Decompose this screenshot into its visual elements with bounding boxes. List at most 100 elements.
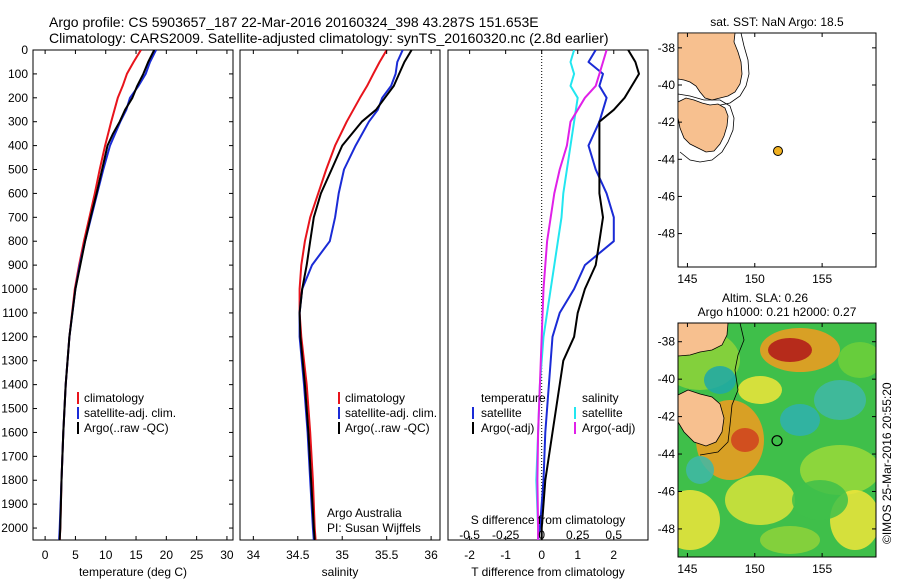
x-tick-label: 15 (129, 548, 143, 562)
depth-tick-label: 1200 (1, 330, 28, 344)
salinity-axis-label: salinity (322, 565, 359, 579)
sla-map-title2: Argo h1000: 0.21 h2000: 0.27 (698, 305, 857, 319)
map-y-tick-label: -46 (658, 484, 676, 498)
map-y-tick-label: -48 (658, 227, 676, 241)
legend-label-s-satellite: satellite (582, 406, 623, 420)
map-y-tick-label: -38 (658, 41, 676, 55)
sst-argo-location-marker (773, 146, 783, 156)
series-line-t-argo-adj (540, 50, 640, 540)
sla-anomaly-patch (768, 338, 812, 362)
s-difference-tick-label: 0.25 (566, 528, 590, 542)
sla-anomaly-patch (760, 526, 820, 554)
difference-chart: -2 -1 0 1 2 -0.5 -0.25 0 0.25 0.5 (459, 50, 640, 562)
series-line-s-argo-adj (536, 50, 608, 540)
series-group (298, 50, 413, 540)
sla-anomaly-patch (792, 480, 848, 520)
legend-label-satellite: satellite-adj. clim. (84, 406, 176, 420)
sla-anomaly-patch (678, 490, 720, 550)
sst-map-title: sat. SST: NaN Argo: 18.5 (710, 15, 844, 29)
map-x-tick-label: 150 (745, 272, 765, 286)
map-x-tick-label: 145 (677, 272, 697, 286)
x-tick-label: 1 (574, 548, 581, 562)
sla-anomaly-patch (738, 376, 782, 404)
legend-label-satellite: satellite-adj. clim. (345, 406, 437, 420)
depth-tick-label: 500 (8, 163, 28, 177)
depth-tick-label: 1600 (1, 425, 28, 439)
figure-title-line1: Argo profile: CS 5903657_187 22-Mar-2016… (49, 14, 539, 30)
map-x-tick-label: 150 (745, 562, 765, 576)
depth-tick-label: 1300 (1, 354, 28, 368)
map-y-tick-label: -44 (658, 447, 676, 461)
legend-label-climatology: climatology (345, 391, 405, 405)
sla-anomaly-patch (814, 380, 866, 420)
legend-title-temperature: temperature (481, 391, 546, 405)
x-tick-label: -2 (464, 548, 475, 562)
depth-tick-label: 800 (8, 234, 28, 248)
series-group (58, 50, 157, 540)
sst-map-axes: 145 150 155 -38 -40 -42 -44 -46 -48 (658, 33, 876, 286)
s-difference-tick-label: 0.5 (605, 528, 622, 542)
sla-anomaly-patch (686, 456, 714, 484)
x-tick-label: 25 (190, 548, 204, 562)
depth-tick-label: 100 (8, 67, 28, 81)
x-tick-label: 34.5 (286, 548, 310, 562)
temperature-legend: climatology satellite-adj. clim. Argo(..… (77, 391, 176, 435)
depth-tick-label: 600 (8, 186, 28, 200)
legend-label-t-argo: Argo(-adj) (481, 421, 534, 435)
sla-map-axes: 145 150 155 -38 -40 -42 -44 -46 -48 (658, 323, 876, 576)
series-line-t-satellite (537, 50, 615, 540)
sla-anomaly-patch (731, 428, 759, 452)
x-tick-label: 34 (247, 548, 261, 562)
s-difference-axis-label: S difference from climatology (471, 513, 626, 527)
x-tick-label: 36 (424, 548, 438, 562)
sla-anomaly-patch (725, 475, 795, 525)
depth-axis: 0 100 200 300 400 500 600 700 800 900 1000 1100 1200… (1, 43, 28, 535)
legend-title-salinity: salinity (582, 391, 619, 405)
legend-label-argo: Argo(..raw -QC) (345, 421, 430, 435)
tasmania (678, 97, 729, 153)
x-tick-label: 2 (610, 548, 617, 562)
legend-label-t-satellite: satellite (481, 406, 522, 420)
series-line-argo-raw-qc (58, 50, 156, 540)
depth-tick-label: 1900 (1, 497, 28, 511)
map-y-tick-label: -48 (658, 522, 676, 536)
series-line-argo-raw-qc (298, 50, 413, 540)
timestamp-label: ©IMOS 25-Mar-2016 20:55:20 (880, 382, 894, 544)
map-y-tick-label: -44 (658, 152, 676, 166)
temperature-panel (32, 49, 234, 541)
s-difference-tick-label: -0.25 (492, 528, 520, 542)
sla-argo-location-marker (771, 435, 783, 447)
sla-anomaly-patch (780, 404, 820, 436)
x-tick-label: 10 (99, 548, 113, 562)
map-x-tick-label: 155 (812, 562, 832, 576)
series-group (535, 50, 640, 540)
x-tick-label: 35 (336, 548, 350, 562)
depth-tick-label: 1500 (1, 402, 28, 416)
x-tick-label: 5 (72, 548, 79, 562)
salinity-panel (239, 49, 441, 541)
depth-tick-label: 900 (8, 258, 28, 272)
tasmania-shelf (678, 93, 735, 163)
depth-tick-label: 1000 (1, 282, 28, 296)
credit-line1: Argo Australia (327, 506, 402, 520)
map-x-tick-label: 155 (812, 272, 832, 286)
depth-tick-label: 700 (8, 210, 28, 224)
map-y-tick-label: -40 (658, 372, 676, 386)
depth-tick-label: 0 (21, 43, 28, 57)
x-tick-label: 20 (160, 548, 174, 562)
depth-tick-label: 2000 (1, 521, 28, 535)
depth-tick-label: 1800 (1, 473, 28, 487)
salinity-legend: climatology satellite-adj. clim. Argo(..… (338, 391, 437, 435)
depth-tick-label: 400 (8, 139, 28, 153)
depth-tick-label: 1700 (1, 449, 28, 463)
depth-tick-label: 300 (8, 115, 28, 129)
x-tick-label: 30 (220, 548, 234, 562)
map-y-tick-label: -38 (658, 335, 676, 349)
difference-legend: temperature satellite Argo(-adj) salinit… (472, 391, 635, 435)
mainland-australia (678, 33, 743, 101)
legend-label-s-argo: Argo(-adj) (582, 421, 635, 435)
depth-tick-label: 1400 (1, 378, 28, 392)
sla-anomaly-patch (704, 366, 736, 394)
sla-heatmap (678, 323, 876, 557)
x-tick-label: 0 (538, 548, 545, 562)
